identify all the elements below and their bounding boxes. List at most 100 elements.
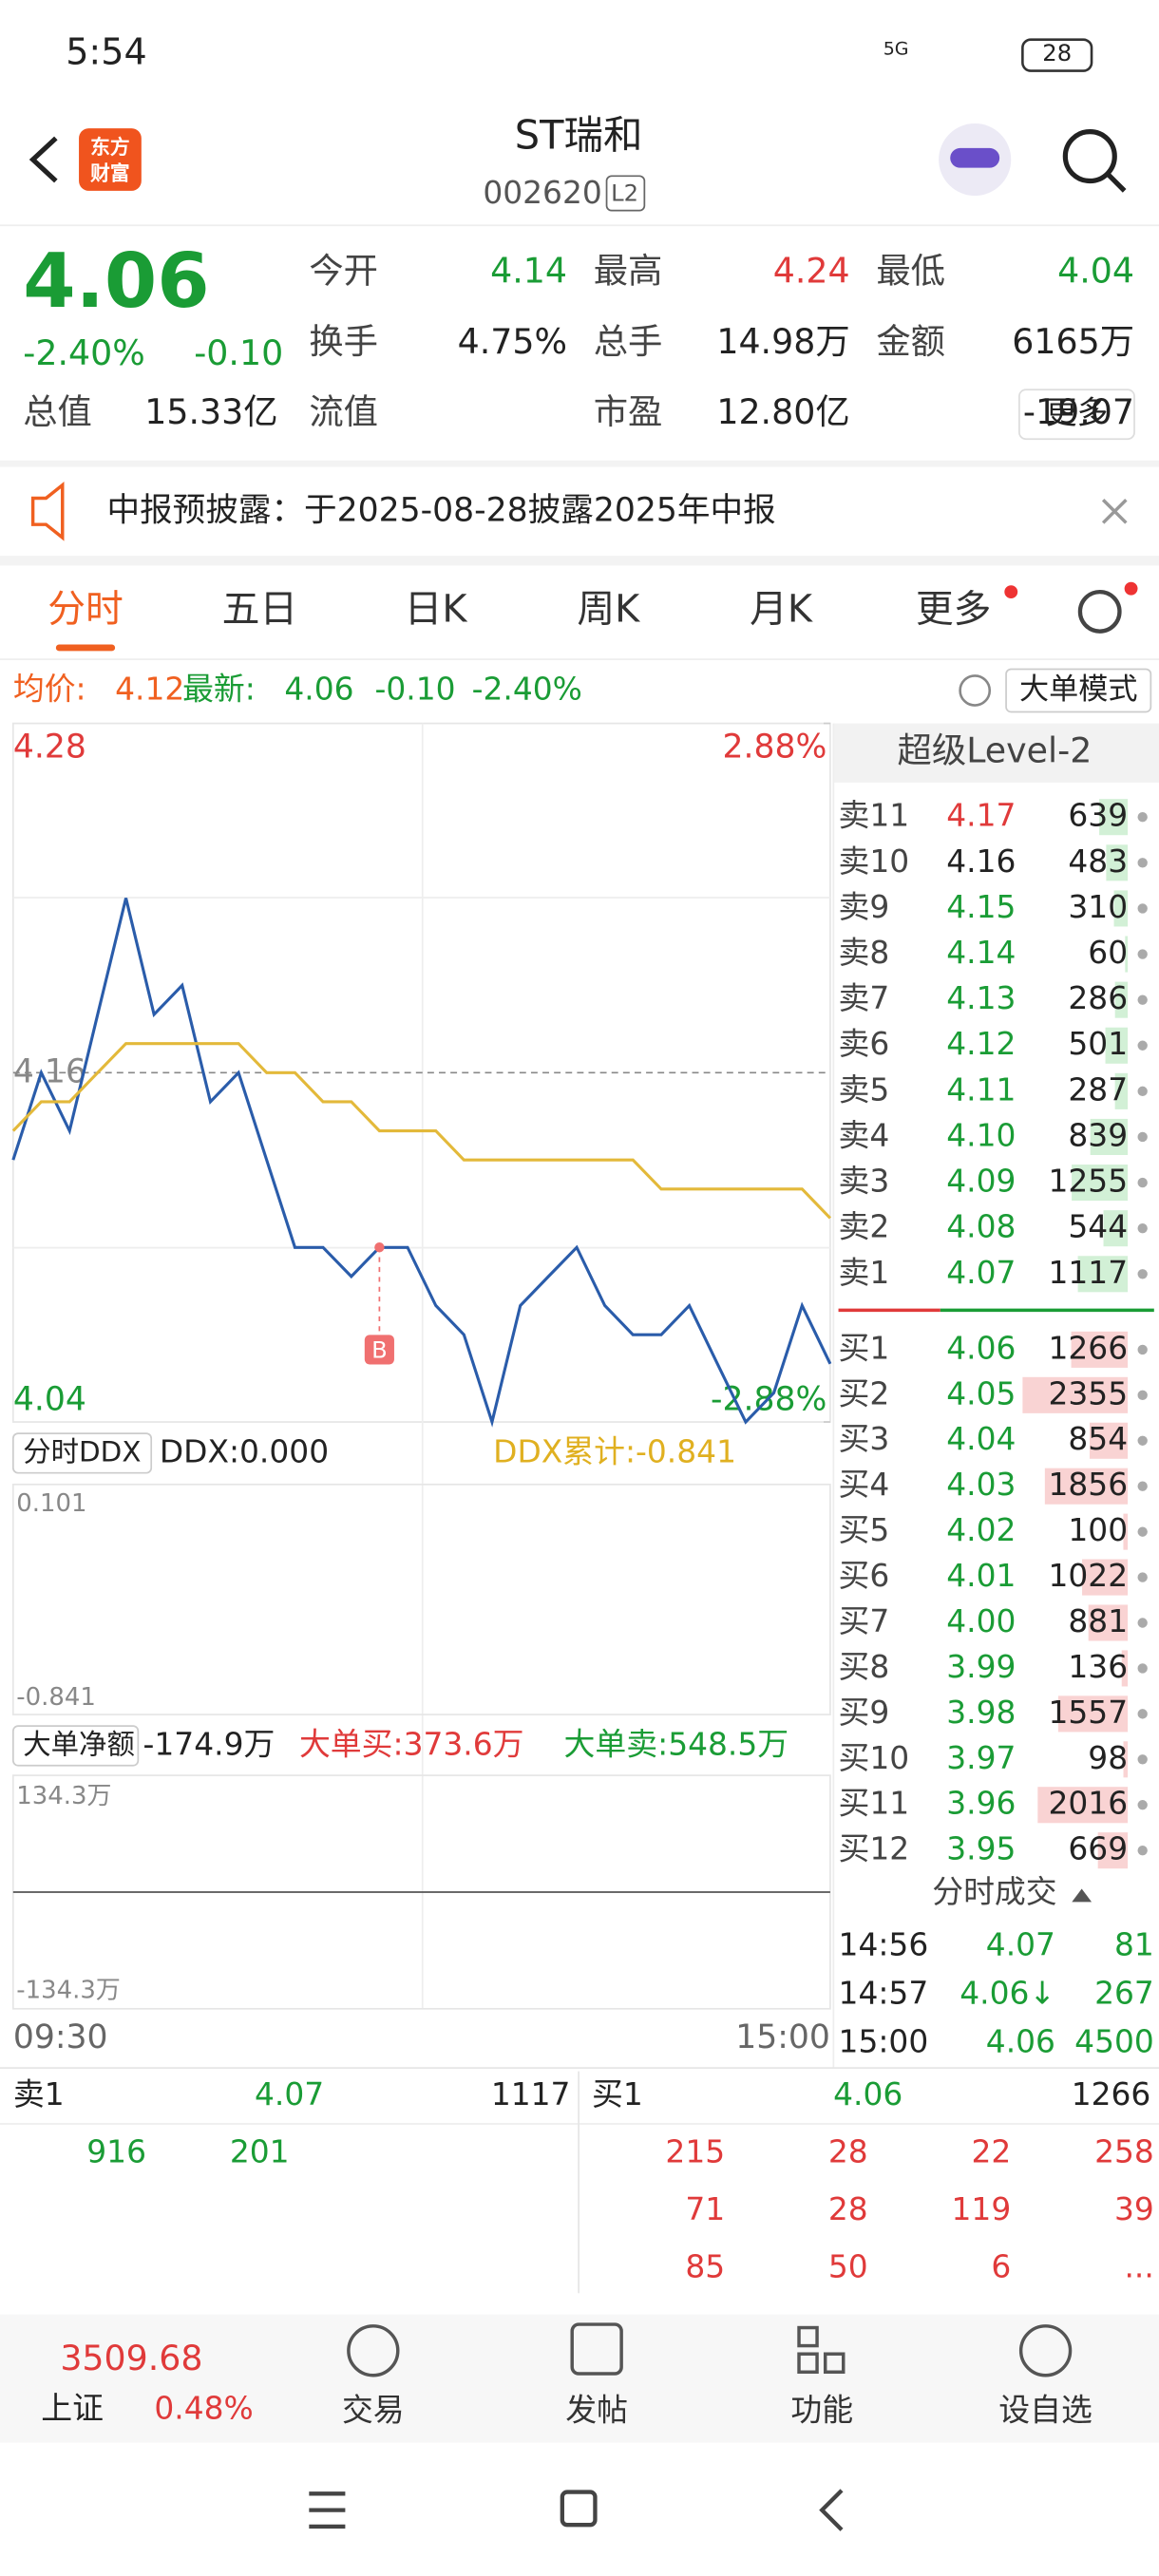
big-order-selector[interactable]	[11, 1725, 140, 1767]
volume-bar	[1125, 936, 1129, 973]
badge-box	[605, 175, 646, 212]
queue-order: 50	[828, 2248, 868, 2285]
trade-time: 14:57	[839, 1975, 929, 2012]
book-label: 买4	[839, 1466, 890, 1503]
post-icon	[570, 2322, 623, 2376]
nav-menu[interactable]	[309, 2491, 346, 2529]
logo-text: 东方	[90, 136, 130, 159]
book-label: 买6	[839, 1557, 890, 1594]
mode-button-label[interactable]: 大单模式	[1019, 672, 1138, 707]
change-pct: -2.40%	[23, 332, 145, 373]
row-dot	[1137, 1390, 1148, 1401]
stat-label: 总手	[594, 321, 663, 362]
book-volume: 854	[1068, 1420, 1128, 1457]
book-volume: 286	[1068, 979, 1128, 1016]
ddx-bottom-label: -0.841	[16, 1683, 96, 1712]
x-tick-label: 15:00	[735, 2018, 830, 2056]
trade-volume: 267	[1094, 1975, 1154, 2012]
tab[interactable]: 月K	[750, 587, 813, 631]
tab-underline	[55, 644, 116, 652]
book-volume: 1117	[1048, 1254, 1128, 1291]
book-volume: 881	[1068, 1602, 1128, 1639]
search-button[interactable]	[1062, 128, 1117, 184]
book-price: 4.14	[946, 934, 1016, 971]
ddx-value: DDX:0.000	[160, 1432, 329, 1469]
tab[interactable]: 五日	[222, 587, 298, 631]
tab[interactable]: 更多	[916, 587, 992, 631]
back-button[interactable]	[28, 136, 58, 183]
book-price: 4.08	[946, 1208, 1016, 1245]
volume-bar	[1090, 1118, 1129, 1156]
row-dot	[1137, 812, 1148, 823]
info-avg-label: 均价:	[13, 670, 86, 707]
row-dot	[1137, 1845, 1148, 1856]
order-book-header	[833, 723, 1159, 783]
close-button[interactable]	[1101, 499, 1128, 524]
order-book-title: 超级Level-2	[898, 730, 1092, 771]
nav-home[interactable]	[560, 2490, 598, 2528]
book-volume: 1856	[1048, 1466, 1128, 1503]
book-label: 卖10	[839, 843, 910, 880]
nav-item[interactable]: 发帖	[565, 2391, 628, 2428]
nav-back[interactable]	[819, 2489, 844, 2531]
big-order-selector-label[interactable]: 大单净额	[23, 1728, 135, 1760]
queue-order: 119	[952, 2190, 1012, 2227]
ddx-selector[interactable]	[11, 1432, 153, 1474]
book-label: 卖5	[839, 1070, 890, 1108]
nav-item[interactable]: 功能	[790, 2391, 853, 2428]
trade-icon	[347, 2324, 400, 2377]
row-dot	[1137, 949, 1148, 959]
big-order-buy: 大单买:373.6万	[299, 1725, 524, 1762]
book-price: 4.03	[946, 1466, 1016, 1503]
volume-bar	[1099, 799, 1129, 836]
ddx-selector-label[interactable]: 分时DDX	[23, 1435, 141, 1468]
price-line	[11, 898, 832, 1428]
stat-label: 总值	[23, 391, 92, 432]
volume-bar	[1072, 1165, 1129, 1202]
volume-bar	[1044, 1468, 1129, 1505]
queue-order: 201	[230, 2133, 290, 2170]
func-icon	[797, 2325, 819, 2348]
stat-label: 最高	[594, 250, 663, 291]
row-dot	[1137, 1131, 1148, 1143]
queue-order: 258	[1094, 2133, 1154, 2170]
mode-button[interactable]	[1005, 668, 1152, 713]
nav-item[interactable]: 设自选	[998, 2391, 1092, 2428]
logo	[79, 128, 142, 191]
tab[interactable]: 日K	[405, 587, 468, 631]
row-dot	[1137, 1040, 1148, 1051]
trade-time: 15:00	[839, 2023, 929, 2060]
book-price: 4.16	[946, 843, 1016, 880]
index-name: 上证	[41, 2390, 104, 2427]
volume-bar	[1071, 1331, 1129, 1368]
stat-label: 市盈	[594, 391, 663, 432]
queue-order: 28	[828, 2190, 868, 2227]
book-label: 卖3	[839, 1163, 890, 1200]
nav-item[interactable]: 交易	[342, 2391, 405, 2428]
more-button[interactable]	[1018, 388, 1135, 441]
volume-bar	[1106, 844, 1129, 881]
queue-volume: 1117	[491, 2075, 571, 2112]
tab[interactable]: 分时	[48, 587, 124, 631]
volume-bar	[1082, 1559, 1129, 1596]
settings-button[interactable]	[1077, 589, 1122, 634]
queue-order: 39	[1114, 2190, 1154, 2227]
queue-order: ...	[1124, 2248, 1153, 2285]
book-volume: 60	[1088, 934, 1128, 971]
more-button-label[interactable]: 更多	[1046, 394, 1109, 431]
book-volume: 1255	[1048, 1163, 1128, 1200]
info-last: 4.06	[284, 670, 353, 707]
book-label: 买12	[839, 1830, 910, 1867]
book-price: 4.02	[946, 1511, 1016, 1548]
logo-text: 财富	[90, 162, 130, 185]
book-price: 4.07	[946, 1254, 1016, 1291]
queue-order: 28	[828, 2133, 868, 2170]
index-value: 3509.68	[60, 2338, 202, 2378]
book-price: 3.95	[946, 1830, 1016, 1867]
volume-bar	[1077, 1256, 1129, 1293]
help-icon[interactable]	[959, 674, 992, 707]
search-handle	[1106, 172, 1127, 193]
big-order-net: -174.9万	[143, 1725, 276, 1762]
watchlist-icon	[1018, 2324, 1073, 2377]
tab[interactable]: 周K	[577, 587, 640, 631]
